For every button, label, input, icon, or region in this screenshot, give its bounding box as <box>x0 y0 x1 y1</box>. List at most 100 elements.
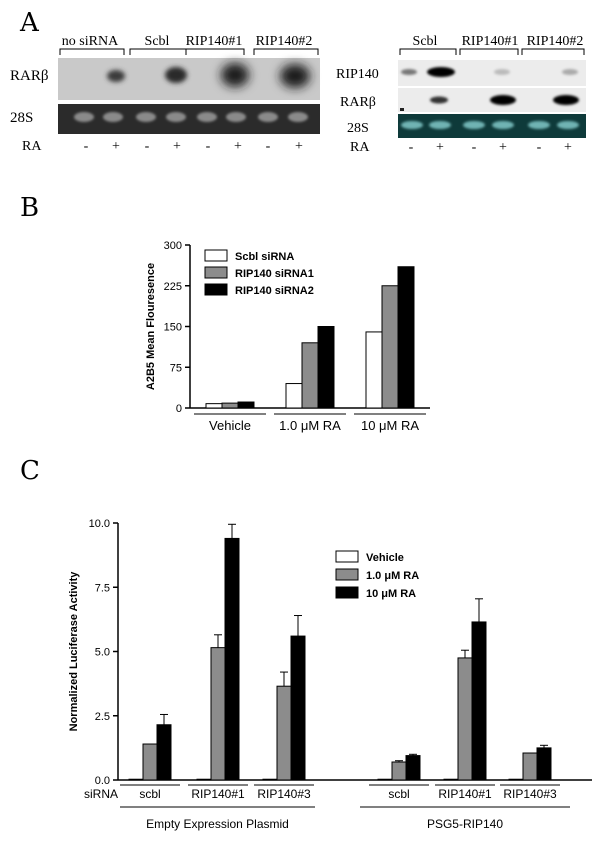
bar <box>443 778 459 781</box>
blot-band <box>490 95 516 105</box>
category-label: scbl <box>139 787 160 801</box>
bar <box>397 266 415 409</box>
legend-label: Scbl siRNA <box>235 251 294 263</box>
y-tick-label: 300 <box>164 240 182 252</box>
group-label: PSG5-RIP140 <box>427 817 503 831</box>
left-bracket <box>185 48 245 55</box>
group-label: Empty Expression Plasmid <box>146 817 289 831</box>
left-group-label: RIP140#1 <box>186 34 243 49</box>
y-tick-label: 75 <box>170 362 182 374</box>
bar <box>290 635 306 781</box>
blot-band <box>107 70 125 82</box>
y-tick-label: 150 <box>164 322 182 334</box>
bar <box>522 752 538 781</box>
legend-swatch <box>204 249 228 262</box>
left-group-label: RIP140#2 <box>256 34 313 49</box>
category-label: RIP140#3 <box>257 787 311 801</box>
category-label: 1.0 μM RA <box>279 418 341 433</box>
panel-a-figure: no siRNA Scbl RIP140#1 RIP140#2 RARβ 28S… <box>10 34 586 155</box>
legend-label: RIP140 siRNA2 <box>235 285 314 297</box>
left-bracket <box>253 48 319 55</box>
left-group-label: Scbl <box>145 34 170 49</box>
left-row-label-rarb: RARβ <box>10 68 48 84</box>
right-row-label-28s: 28S <box>347 121 369 136</box>
y-tick-label: 7.5 <box>95 582 110 594</box>
bar <box>224 537 240 781</box>
right-row-label-rip140: RIP140 <box>336 67 379 82</box>
y-tick-label: 0 <box>176 403 182 415</box>
blot-band <box>165 67 187 83</box>
panel-a-letter: A <box>20 8 39 38</box>
chart-b: 0 75 150 225 300 A2B5 Mean Flouresence Vehicle… <box>145 240 430 433</box>
right-group-label: RIP140#1 <box>462 34 519 49</box>
ra-sign: + <box>499 140 507 155</box>
category-label: RIP140#3 <box>503 787 557 801</box>
right-row-label-rarb: RARβ <box>340 95 376 110</box>
blot-band <box>221 63 249 87</box>
legend-label: 10 μM RA <box>366 588 416 600</box>
left-group-label: no siRNA <box>62 34 119 49</box>
bar <box>156 724 172 781</box>
bar <box>196 778 212 781</box>
legend-swatch <box>335 586 359 599</box>
bar <box>377 778 393 781</box>
ra-sign: + <box>173 139 181 154</box>
sirna-label: siRNA <box>84 787 118 801</box>
ra-sign: - <box>266 139 271 154</box>
left-row-label-28s: 28S <box>10 110 33 126</box>
legend-swatch <box>204 283 228 296</box>
bar <box>210 647 226 781</box>
left-bracket <box>129 48 187 55</box>
bar <box>365 331 383 409</box>
y-axis-label: Normalized Luciferase Activity <box>68 571 80 732</box>
ra-sign: + <box>112 139 120 154</box>
right-bracket <box>399 48 457 55</box>
left-rarb-blot <box>58 58 320 100</box>
legend-label: RIP140 siRNA1 <box>235 268 314 280</box>
category-label: scbl <box>388 787 409 801</box>
y-axis-label: A2B5 Mean Flouresence <box>145 263 157 390</box>
bar <box>405 755 421 781</box>
bar <box>262 778 278 781</box>
ra-sign: + <box>436 140 444 155</box>
bar <box>221 402 239 409</box>
category-label: Vehicle <box>209 418 251 433</box>
bar <box>205 403 223 409</box>
right-bracket <box>521 48 585 55</box>
y-tick-label: 5.0 <box>95 647 110 659</box>
blot-band <box>494 69 510 75</box>
bar <box>285 383 303 409</box>
y-tick-label: 0.0 <box>95 775 110 787</box>
ra-sign: - <box>409 140 414 155</box>
legend-label: 1.0 μM RA <box>366 570 419 582</box>
left-bracket <box>59 48 125 55</box>
ra-sign: - <box>537 140 542 155</box>
ra-sign: - <box>472 140 477 155</box>
bar <box>142 743 158 781</box>
right-rip140-blot <box>398 60 586 86</box>
panel-b-letter: B <box>20 193 40 223</box>
right-bracket <box>459 48 519 55</box>
category-label: RIP140#1 <box>191 787 245 801</box>
chart-c: 0.0 2.5 5.0 7.5 10.0 Normalized Luciferase Ac… <box>68 518 592 831</box>
y-tick-label: 225 <box>164 281 182 293</box>
blot-band <box>400 108 404 111</box>
blot-band <box>430 96 448 104</box>
bar <box>381 285 399 409</box>
bar <box>317 326 335 409</box>
blot-band <box>280 64 310 88</box>
blot-band <box>553 95 579 105</box>
right-group-label: RIP140#2 <box>527 34 584 49</box>
legend-swatch <box>335 550 359 563</box>
ra-sign: - <box>84 139 89 154</box>
left-ra-label: RA <box>22 139 42 154</box>
blot-band <box>401 69 417 75</box>
bar <box>301 342 319 409</box>
right-28s-blot <box>398 114 586 138</box>
bar <box>471 621 487 781</box>
bar <box>128 778 144 781</box>
ra-sign: - <box>145 139 150 154</box>
ra-sign: - <box>206 139 211 154</box>
bar <box>276 685 292 781</box>
ra-sign: + <box>564 140 572 155</box>
